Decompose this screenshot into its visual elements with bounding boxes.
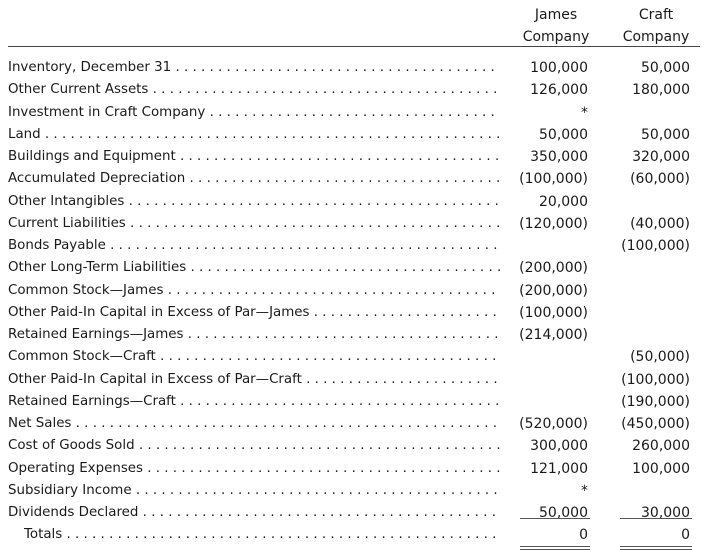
craft-value: 260,000 xyxy=(632,438,690,455)
craft-value: 30,000 xyxy=(641,505,690,521)
table-row: Other Intangibles 20,000 xyxy=(0,191,708,213)
row-label: Retained Earnings—James xyxy=(8,324,500,346)
header-craft-company: Craft Company xyxy=(615,4,697,48)
totals-james: 0 xyxy=(579,527,588,543)
james-value: (100,000) xyxy=(519,304,588,321)
table-row: Other Long-Term Liabilities (200,000) xyxy=(0,257,708,279)
table-row: Operating Expenses 121,000 100,000 xyxy=(0,458,708,480)
row-label: Operating Expenses xyxy=(8,458,500,480)
subtotal-rule-james xyxy=(520,518,590,519)
table-row: Common Stock—Craft (50,000) xyxy=(0,346,708,368)
table-row: Inventory, December 31 100,000 50,000 xyxy=(0,57,708,79)
header-line2: Company xyxy=(522,29,590,45)
totals-label: Totals xyxy=(24,524,500,546)
table-row: Net Sales (520,000) (450,000) xyxy=(0,413,708,435)
table-row: Other Paid-In Capital in Excess of Par—C… xyxy=(0,369,708,391)
table-row: Other Paid-In Capital in Excess of Par—J… xyxy=(0,302,708,324)
james-value: (100,000) xyxy=(519,171,588,188)
header-line2: Company xyxy=(622,29,690,45)
table-row: Common Stock—James (200,000) xyxy=(0,280,708,302)
james-value: 121,000 xyxy=(530,460,588,477)
header-james-company: James Company xyxy=(515,4,597,48)
row-label: Other Intangibles xyxy=(8,191,500,213)
table-row: Investment in Craft Company * xyxy=(0,102,708,124)
totals-craft: 0 xyxy=(681,527,690,543)
row-label: Retained Earnings—Craft xyxy=(8,391,500,413)
james-value: (120,000) xyxy=(519,215,588,232)
double-rule-james-2 xyxy=(520,549,590,550)
james-value: 50,000 xyxy=(539,505,588,521)
row-label: Other Paid-In Capital in Excess of Par—C… xyxy=(8,369,500,391)
row-label: Buildings and Equipment xyxy=(8,146,500,168)
james-value: 50,000 xyxy=(539,126,588,143)
james-value: 126,000 xyxy=(530,82,588,99)
table-row: Bonds Payable (100,000) xyxy=(0,235,708,257)
header-rule xyxy=(8,46,700,47)
james-value: * xyxy=(581,482,588,499)
row-label: Other Long-Term Liabilities xyxy=(8,257,500,279)
row-label: Other Paid-In Capital in Excess of Par—J… xyxy=(8,302,500,324)
craft-value: 320,000 xyxy=(632,149,690,165)
double-rule-craft-1 xyxy=(620,546,692,547)
james-value: (214,000) xyxy=(519,327,588,343)
row-label: Current Liabilities xyxy=(8,213,500,235)
row-label: Net Sales xyxy=(8,413,500,435)
craft-value: (50,000) xyxy=(630,349,690,366)
double-rule-craft-2 xyxy=(620,549,692,550)
craft-value: (100,000) xyxy=(621,371,690,388)
table-row: Cost of Goods Sold 300,000 260,000 xyxy=(0,435,708,457)
row-label: Cost of Goods Sold xyxy=(8,435,500,457)
row-label: Common Stock—James xyxy=(8,280,500,302)
table-row: Buildings and Equipment 350,000 320,000 xyxy=(0,146,708,168)
craft-value: (100,000) xyxy=(621,238,690,254)
craft-value: (450,000) xyxy=(621,416,690,432)
table-row: Subsidiary Income * xyxy=(0,480,708,502)
row-label: Investment in Craft Company xyxy=(8,102,500,124)
table-row: Current Liabilities (120,000) (40,000) xyxy=(0,213,708,235)
header-line1: James xyxy=(534,7,578,23)
table-row: Retained Earnings—James (214,000) xyxy=(0,324,708,346)
row-label: Bonds Payable xyxy=(8,235,500,257)
row-label: Other Current Assets xyxy=(8,79,500,101)
craft-value: (60,000) xyxy=(630,171,690,188)
row-label: Land xyxy=(8,124,500,146)
row-label: Common Stock—Craft xyxy=(8,346,500,368)
table-row: Retained Earnings—Craft (190,000) xyxy=(0,391,708,413)
craft-value: 50,000 xyxy=(641,60,690,76)
james-value: 300,000 xyxy=(530,438,588,455)
james-value: 350,000 xyxy=(530,149,588,165)
craft-value: 100,000 xyxy=(632,460,690,477)
row-label: Accumulated Depreciation xyxy=(8,168,500,190)
james-value: (200,000) xyxy=(519,282,588,299)
double-rule-james-1 xyxy=(520,546,590,547)
craft-value: 180,000 xyxy=(632,82,690,99)
james-value: 100,000 xyxy=(530,60,588,76)
row-label: Subsidiary Income xyxy=(8,480,500,502)
james-value: (520,000) xyxy=(519,416,588,432)
subtotal-rule-craft xyxy=(620,518,692,519)
totals-row: Totals 0 0 xyxy=(0,524,708,546)
table-row: Dividends Declared 50,000 30,000 xyxy=(0,502,708,524)
james-value: 20,000 xyxy=(539,193,588,210)
table-row: Other Current Assets 126,000 180,000 xyxy=(0,79,708,101)
craft-value: (190,000) xyxy=(621,393,690,410)
craft-value: 50,000 xyxy=(641,126,690,143)
row-label: Inventory, December 31 xyxy=(8,57,500,79)
table-row: Land 50,000 50,000 xyxy=(0,124,708,146)
table-row: Accumulated Depreciation (100,000) (60,000… xyxy=(0,168,708,190)
james-value: (200,000) xyxy=(519,260,588,277)
header-line1: Craft xyxy=(638,7,674,23)
craft-value: (40,000) xyxy=(630,215,690,232)
james-value: * xyxy=(581,104,588,121)
row-label: Dividends Declared xyxy=(8,502,500,524)
